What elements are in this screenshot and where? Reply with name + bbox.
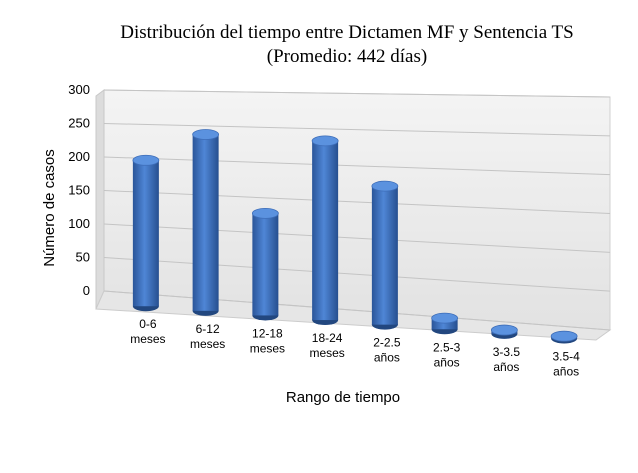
bar-top: [371, 180, 399, 192]
gridline: [103, 223, 611, 253]
gridline: [103, 257, 611, 292]
y-tick-label: 300: [68, 82, 90, 97]
chart-title: Distribución del tiempo entre Dictamen M…: [120, 22, 574, 43]
x-tick-label: 18-24: [312, 331, 343, 345]
x-tick-label: años: [434, 355, 460, 369]
x-tick-label: 2.5-3: [433, 340, 461, 354]
bar-top: [251, 207, 279, 219]
x-axis-label: Rango de tiempo: [286, 389, 400, 406]
x-tick-label: años: [374, 351, 400, 365]
gridline: [103, 89, 611, 98]
x-tick-label: meses: [250, 341, 285, 355]
x-tick-label: meses: [309, 346, 344, 360]
gridline: [103, 156, 611, 176]
bar-top: [192, 129, 220, 140]
x-tick-label: 3.5-4: [552, 349, 580, 363]
x-tick-label: 6-12: [196, 322, 220, 336]
bar: [132, 160, 159, 307]
y-tick-label: 100: [68, 216, 90, 231]
x-tick-label: meses: [190, 337, 225, 351]
plot-area: 0501001502002503000-6meses6-12meses12-18…: [68, 82, 612, 378]
gridline: [103, 190, 611, 214]
gridline: [103, 290, 611, 331]
y-tick-label: 250: [68, 116, 90, 131]
bar: [371, 186, 398, 325]
y-tick-label: 50: [76, 250, 90, 265]
bar-top: [550, 330, 578, 342]
y-tick-label: 0: [83, 283, 90, 298]
x-tick-label: años: [493, 360, 519, 374]
gridline: [103, 123, 611, 137]
bar-top: [311, 135, 339, 147]
bar: [252, 213, 279, 316]
bar-top: [490, 324, 518, 336]
bar-top: [431, 312, 459, 324]
x-tick-label: años: [553, 364, 579, 378]
chart-side-wall: [95, 89, 105, 310]
bar: [192, 134, 219, 311]
bar-top: [132, 154, 160, 166]
y-axis-label: Número de casos: [41, 149, 58, 267]
x-tick-label: 2-2.5: [373, 336, 401, 350]
x-tick-label: 3-3.5: [493, 345, 521, 359]
bar: [312, 140, 339, 321]
bar: [431, 318, 458, 330]
x-tick-label: meses: [130, 332, 165, 346]
x-tick-label: 0-6: [139, 317, 157, 331]
x-tick-label: 12-18: [252, 326, 283, 340]
y-tick-label: 150: [68, 183, 90, 198]
chart-subtitle: (Promedio: 442 días): [266, 46, 428, 67]
y-tick-label: 200: [68, 149, 90, 164]
